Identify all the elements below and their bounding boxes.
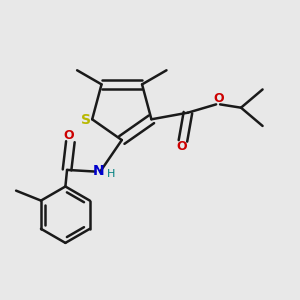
Text: O: O — [214, 92, 224, 105]
Text: O: O — [63, 129, 74, 142]
Text: O: O — [176, 140, 187, 153]
Text: S: S — [81, 113, 91, 127]
Text: H: H — [107, 169, 115, 179]
Text: N: N — [93, 164, 104, 178]
